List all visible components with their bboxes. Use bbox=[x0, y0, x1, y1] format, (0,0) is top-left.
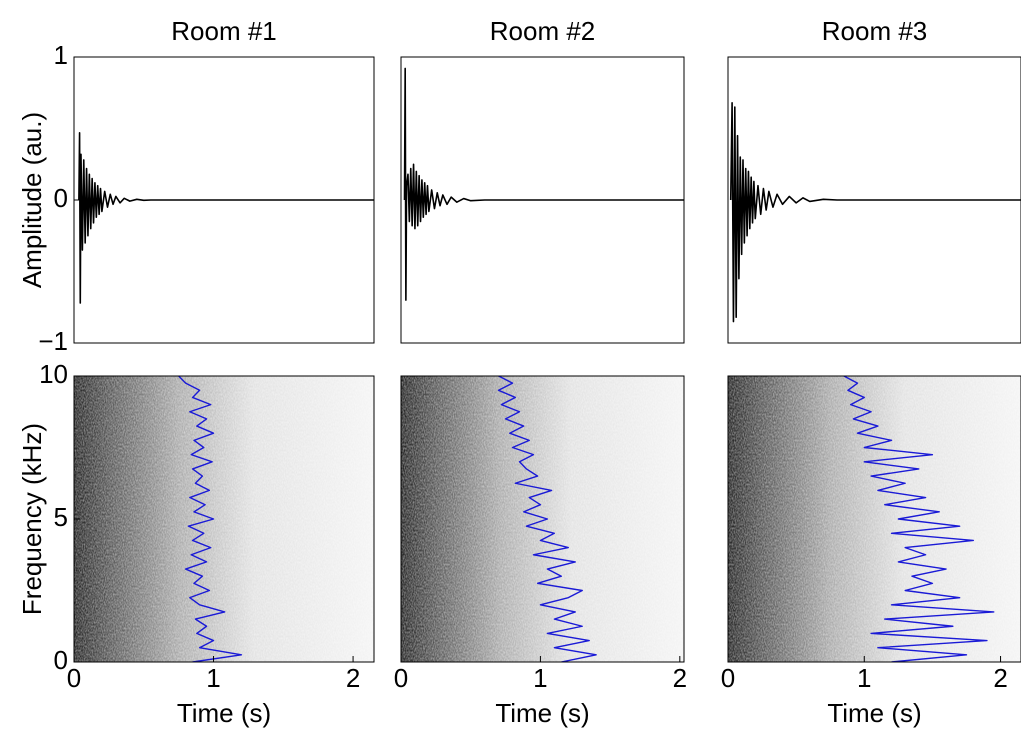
x-axis-label: Time (s) bbox=[495, 698, 589, 728]
x-tick-label: 2 bbox=[673, 663, 687, 693]
data-line bbox=[403, 67, 684, 301]
x-axis-label: Time (s) bbox=[177, 698, 271, 728]
data-line bbox=[843, 376, 995, 662]
data-line bbox=[78, 131, 374, 304]
x-axis-label: Time (s) bbox=[827, 698, 921, 728]
y-tick-label: 0 bbox=[54, 183, 68, 213]
spectrogram-noise bbox=[401, 376, 684, 662]
plot-frame bbox=[400, 56, 685, 344]
y-axis-label: Amplitude (au.) bbox=[17, 112, 47, 288]
y-tick-label: 5 bbox=[54, 502, 68, 532]
y-tick-label: 0 bbox=[54, 645, 68, 675]
spectrogram-noise bbox=[74, 376, 374, 662]
panel-title: Room #3 bbox=[822, 16, 928, 46]
data-line bbox=[497, 376, 597, 662]
data-line bbox=[729, 101, 1021, 323]
x-tick-label: 0 bbox=[721, 663, 735, 693]
data-line bbox=[178, 376, 243, 662]
panel-title: Room #1 bbox=[171, 16, 277, 46]
y-axis-label: Frequency (kHz) bbox=[17, 423, 47, 615]
y-tick-label: 1 bbox=[54, 40, 68, 70]
x-tick-label: 2 bbox=[993, 663, 1007, 693]
panel-title: Room #2 bbox=[490, 16, 596, 46]
plot-frame bbox=[727, 375, 1021, 663]
y-tick-label: 10 bbox=[39, 359, 68, 389]
plot-frame bbox=[727, 56, 1021, 344]
x-tick-label: 0 bbox=[394, 663, 408, 693]
spectrogram-noise bbox=[728, 376, 1021, 662]
x-tick-label: 1 bbox=[206, 663, 220, 693]
y-tick-label: −1 bbox=[38, 326, 68, 356]
plot-frame bbox=[400, 375, 685, 663]
x-tick-label: 1 bbox=[857, 663, 871, 693]
x-tick-label: 1 bbox=[533, 663, 547, 693]
x-tick-label: 2 bbox=[346, 663, 360, 693]
x-tick-label: 0 bbox=[67, 663, 81, 693]
